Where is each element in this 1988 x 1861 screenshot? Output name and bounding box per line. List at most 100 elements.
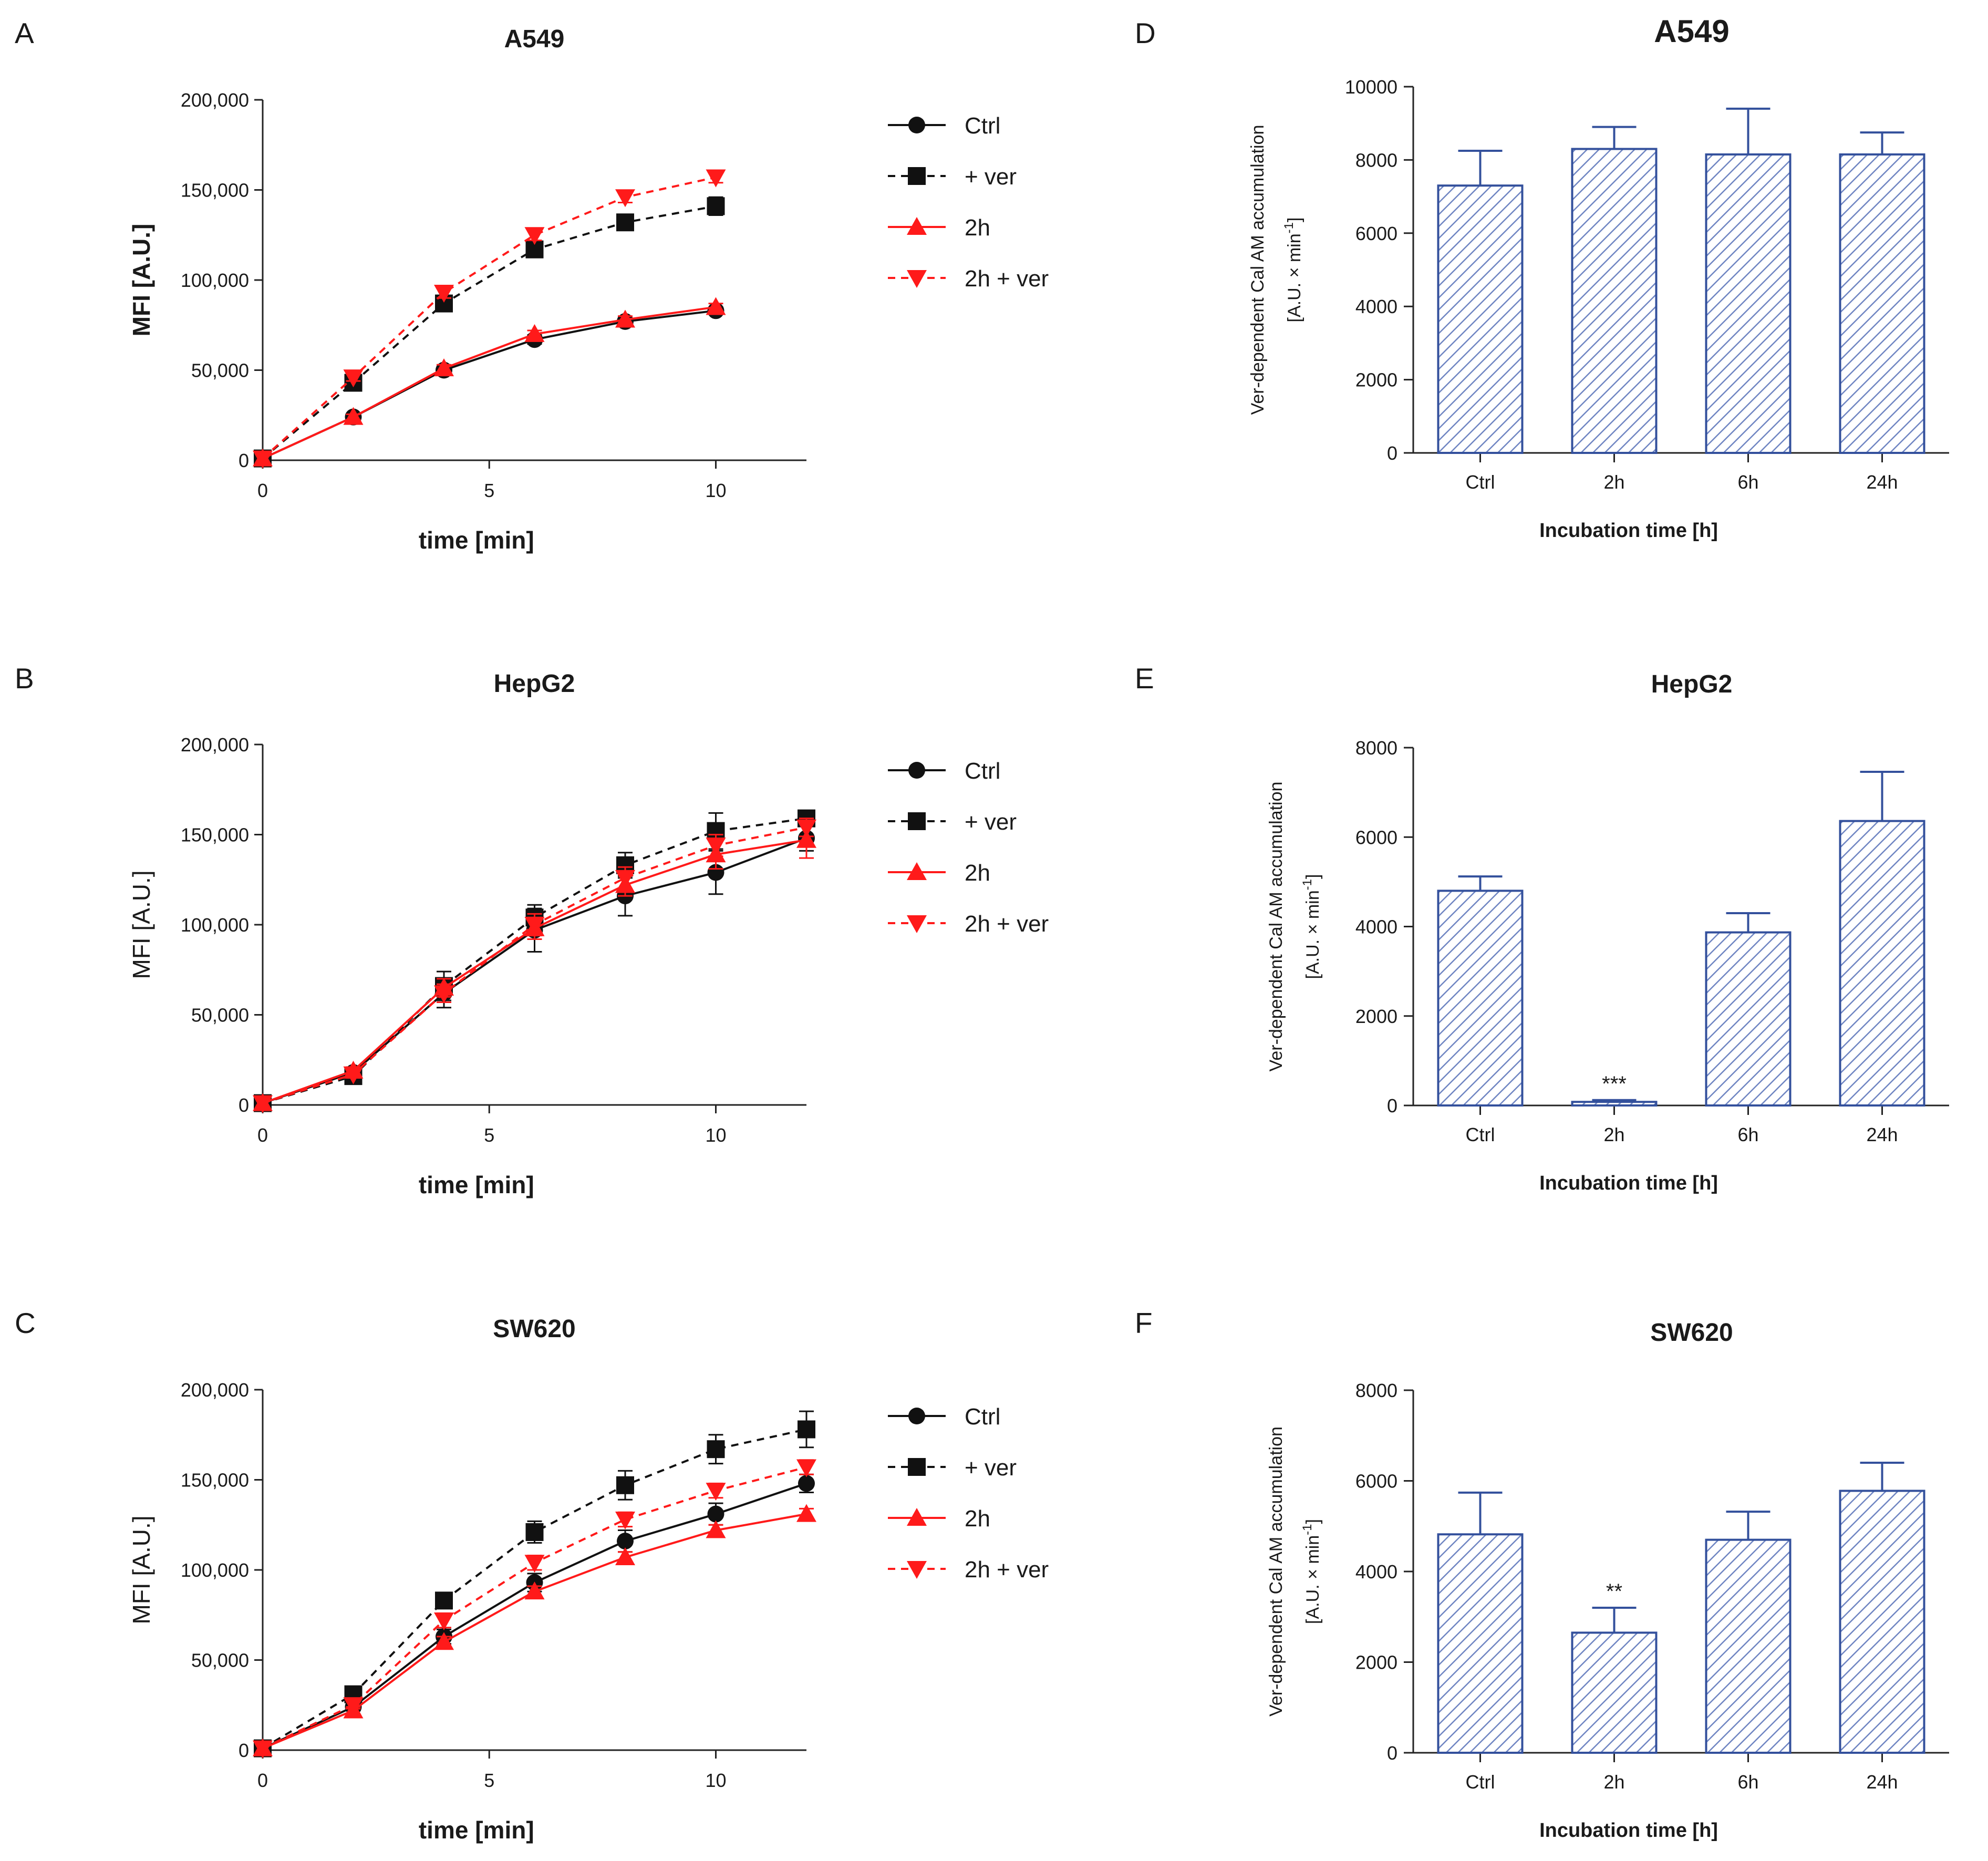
y-tick-label: 200,000 xyxy=(181,734,249,756)
data-point xyxy=(343,369,364,388)
data-point xyxy=(434,985,454,1004)
chart-title: SW620 xyxy=(1650,1319,1733,1347)
y-axis-title: Ver-dependent Cal AM accumulation xyxy=(1266,1426,1286,1717)
series--ver xyxy=(254,196,725,468)
y-tick-label: 4000 xyxy=(1355,296,1397,317)
data-point xyxy=(615,309,635,328)
y-tick-label: 6000 xyxy=(1355,1471,1397,1492)
bar-6h xyxy=(1705,1538,1792,1754)
legend: Ctrl + ver 2h 2h + ver xyxy=(888,758,1049,937)
data-point xyxy=(706,838,726,856)
data-point xyxy=(615,1511,635,1529)
y-tick-label: 0 xyxy=(239,1740,249,1761)
x-tick-label: 24h xyxy=(1866,471,1898,493)
bar-2h xyxy=(1571,1631,1658,1754)
data-point xyxy=(706,1483,726,1501)
x-tick-label: 0 xyxy=(257,1124,268,1146)
series-line xyxy=(262,205,716,460)
y-axis-unit-close: ] xyxy=(1303,1519,1323,1524)
y-tick-label: 100,000 xyxy=(181,914,249,936)
legend-label: Ctrl xyxy=(965,113,1000,139)
x-tick-label: 10 xyxy=(705,1124,726,1146)
data-point xyxy=(435,1591,453,1610)
data-point xyxy=(798,1420,815,1439)
legend-label: 2h + ver xyxy=(965,911,1049,937)
legend-label: 2h xyxy=(965,215,990,241)
series-2h-ver xyxy=(253,169,726,469)
series--ver xyxy=(254,809,815,1112)
series-2h-ver xyxy=(253,1459,816,1759)
y-tick-label: 4000 xyxy=(1355,1561,1397,1583)
y-tick-label: 8000 xyxy=(1355,149,1397,171)
x-tick-label: 6h xyxy=(1737,1771,1758,1793)
x-tick-label: 2h xyxy=(1603,1124,1624,1145)
legend-label: 2h + ver xyxy=(965,266,1049,292)
bar-2h xyxy=(1571,1101,1658,1107)
data-point xyxy=(434,358,454,377)
significance-marker: ** xyxy=(1606,1580,1622,1603)
legend-marker xyxy=(907,270,927,288)
legend-marker xyxy=(907,217,927,235)
y-axis-title: MFI [A.U.] xyxy=(128,871,155,979)
legend-label: Ctrl xyxy=(965,758,1000,784)
x-tick-label: 2h xyxy=(1603,471,1624,493)
x-tick-label: Ctrl xyxy=(1466,1124,1495,1145)
bar-ctrl xyxy=(1437,184,1524,454)
y-tick-label: 0 xyxy=(1387,442,1397,464)
data-point xyxy=(796,830,816,848)
x-tick-label: 5 xyxy=(484,1770,494,1791)
x-axis-title: time [min] xyxy=(419,1816,534,1844)
panel-letter: F xyxy=(1135,1307,1153,1339)
data-point xyxy=(617,1533,634,1550)
bar-6h xyxy=(1705,153,1792,454)
y-axis-unit: [A.U. × min-1] xyxy=(1300,874,1323,979)
y-tick-label: 2000 xyxy=(1355,1006,1397,1027)
chart-title: A549 xyxy=(1654,14,1729,49)
data-point xyxy=(707,1505,724,1523)
chart-title: A549 xyxy=(504,25,565,53)
x-tick-label: 0 xyxy=(257,480,268,501)
x-tick-label: 2h xyxy=(1603,1771,1624,1793)
legend-marker xyxy=(908,117,925,133)
legend-label: Ctrl xyxy=(965,1404,1000,1430)
legend-label: 2h xyxy=(965,860,990,886)
legend-marker xyxy=(908,1408,925,1424)
y-tick-label: 150,000 xyxy=(181,1470,249,1491)
x-tick-label: Ctrl xyxy=(1466,1771,1495,1793)
panel-letter: A xyxy=(15,17,34,49)
y-tick-label: 6000 xyxy=(1355,826,1397,848)
legend-label: 2h xyxy=(965,1506,990,1532)
y-axis-unit-close: ] xyxy=(1303,874,1323,879)
y-axis-unit: [A.U. × min-1] xyxy=(1300,1519,1323,1624)
data-point xyxy=(707,1440,725,1459)
y-tick-label: 0 xyxy=(1387,1742,1397,1764)
data-point xyxy=(434,1632,454,1650)
series-ctrl xyxy=(254,824,815,1112)
x-tick-label: 5 xyxy=(484,1124,494,1146)
data-point xyxy=(707,197,725,215)
legend: Ctrl + ver 2h 2h + ver xyxy=(888,1404,1049,1583)
data-point xyxy=(343,1697,364,1715)
chart-title: HepG2 xyxy=(1651,670,1733,698)
panel-letter: E xyxy=(1135,662,1154,695)
data-point xyxy=(525,1523,544,1541)
y-axis-unit-text: [A.U. × min xyxy=(1303,1535,1323,1624)
data-point xyxy=(524,227,545,245)
y-axis-title: MFI [A.U.] xyxy=(128,224,155,337)
data-point xyxy=(343,407,364,425)
data-point xyxy=(524,1581,545,1600)
x-tick-label: 6h xyxy=(1737,471,1758,493)
bar-ctrl xyxy=(1437,890,1524,1107)
legend-marker xyxy=(908,812,926,830)
series-2h-ver xyxy=(253,818,816,1113)
data-point xyxy=(253,450,273,469)
x-axis-title: Incubation time [h] xyxy=(1539,1172,1718,1194)
panel-letter: B xyxy=(15,662,34,695)
bar-24h xyxy=(1839,1490,1925,1754)
data-point xyxy=(524,917,545,935)
series-ctrl xyxy=(254,302,724,467)
line-panel-b: B HepG2 0 50,000 100,000 150,000 200,000 0 5 10 ti… xyxy=(15,662,1049,1198)
series-line xyxy=(262,306,716,460)
y-axis-unit-sup: -1 xyxy=(1300,879,1314,890)
